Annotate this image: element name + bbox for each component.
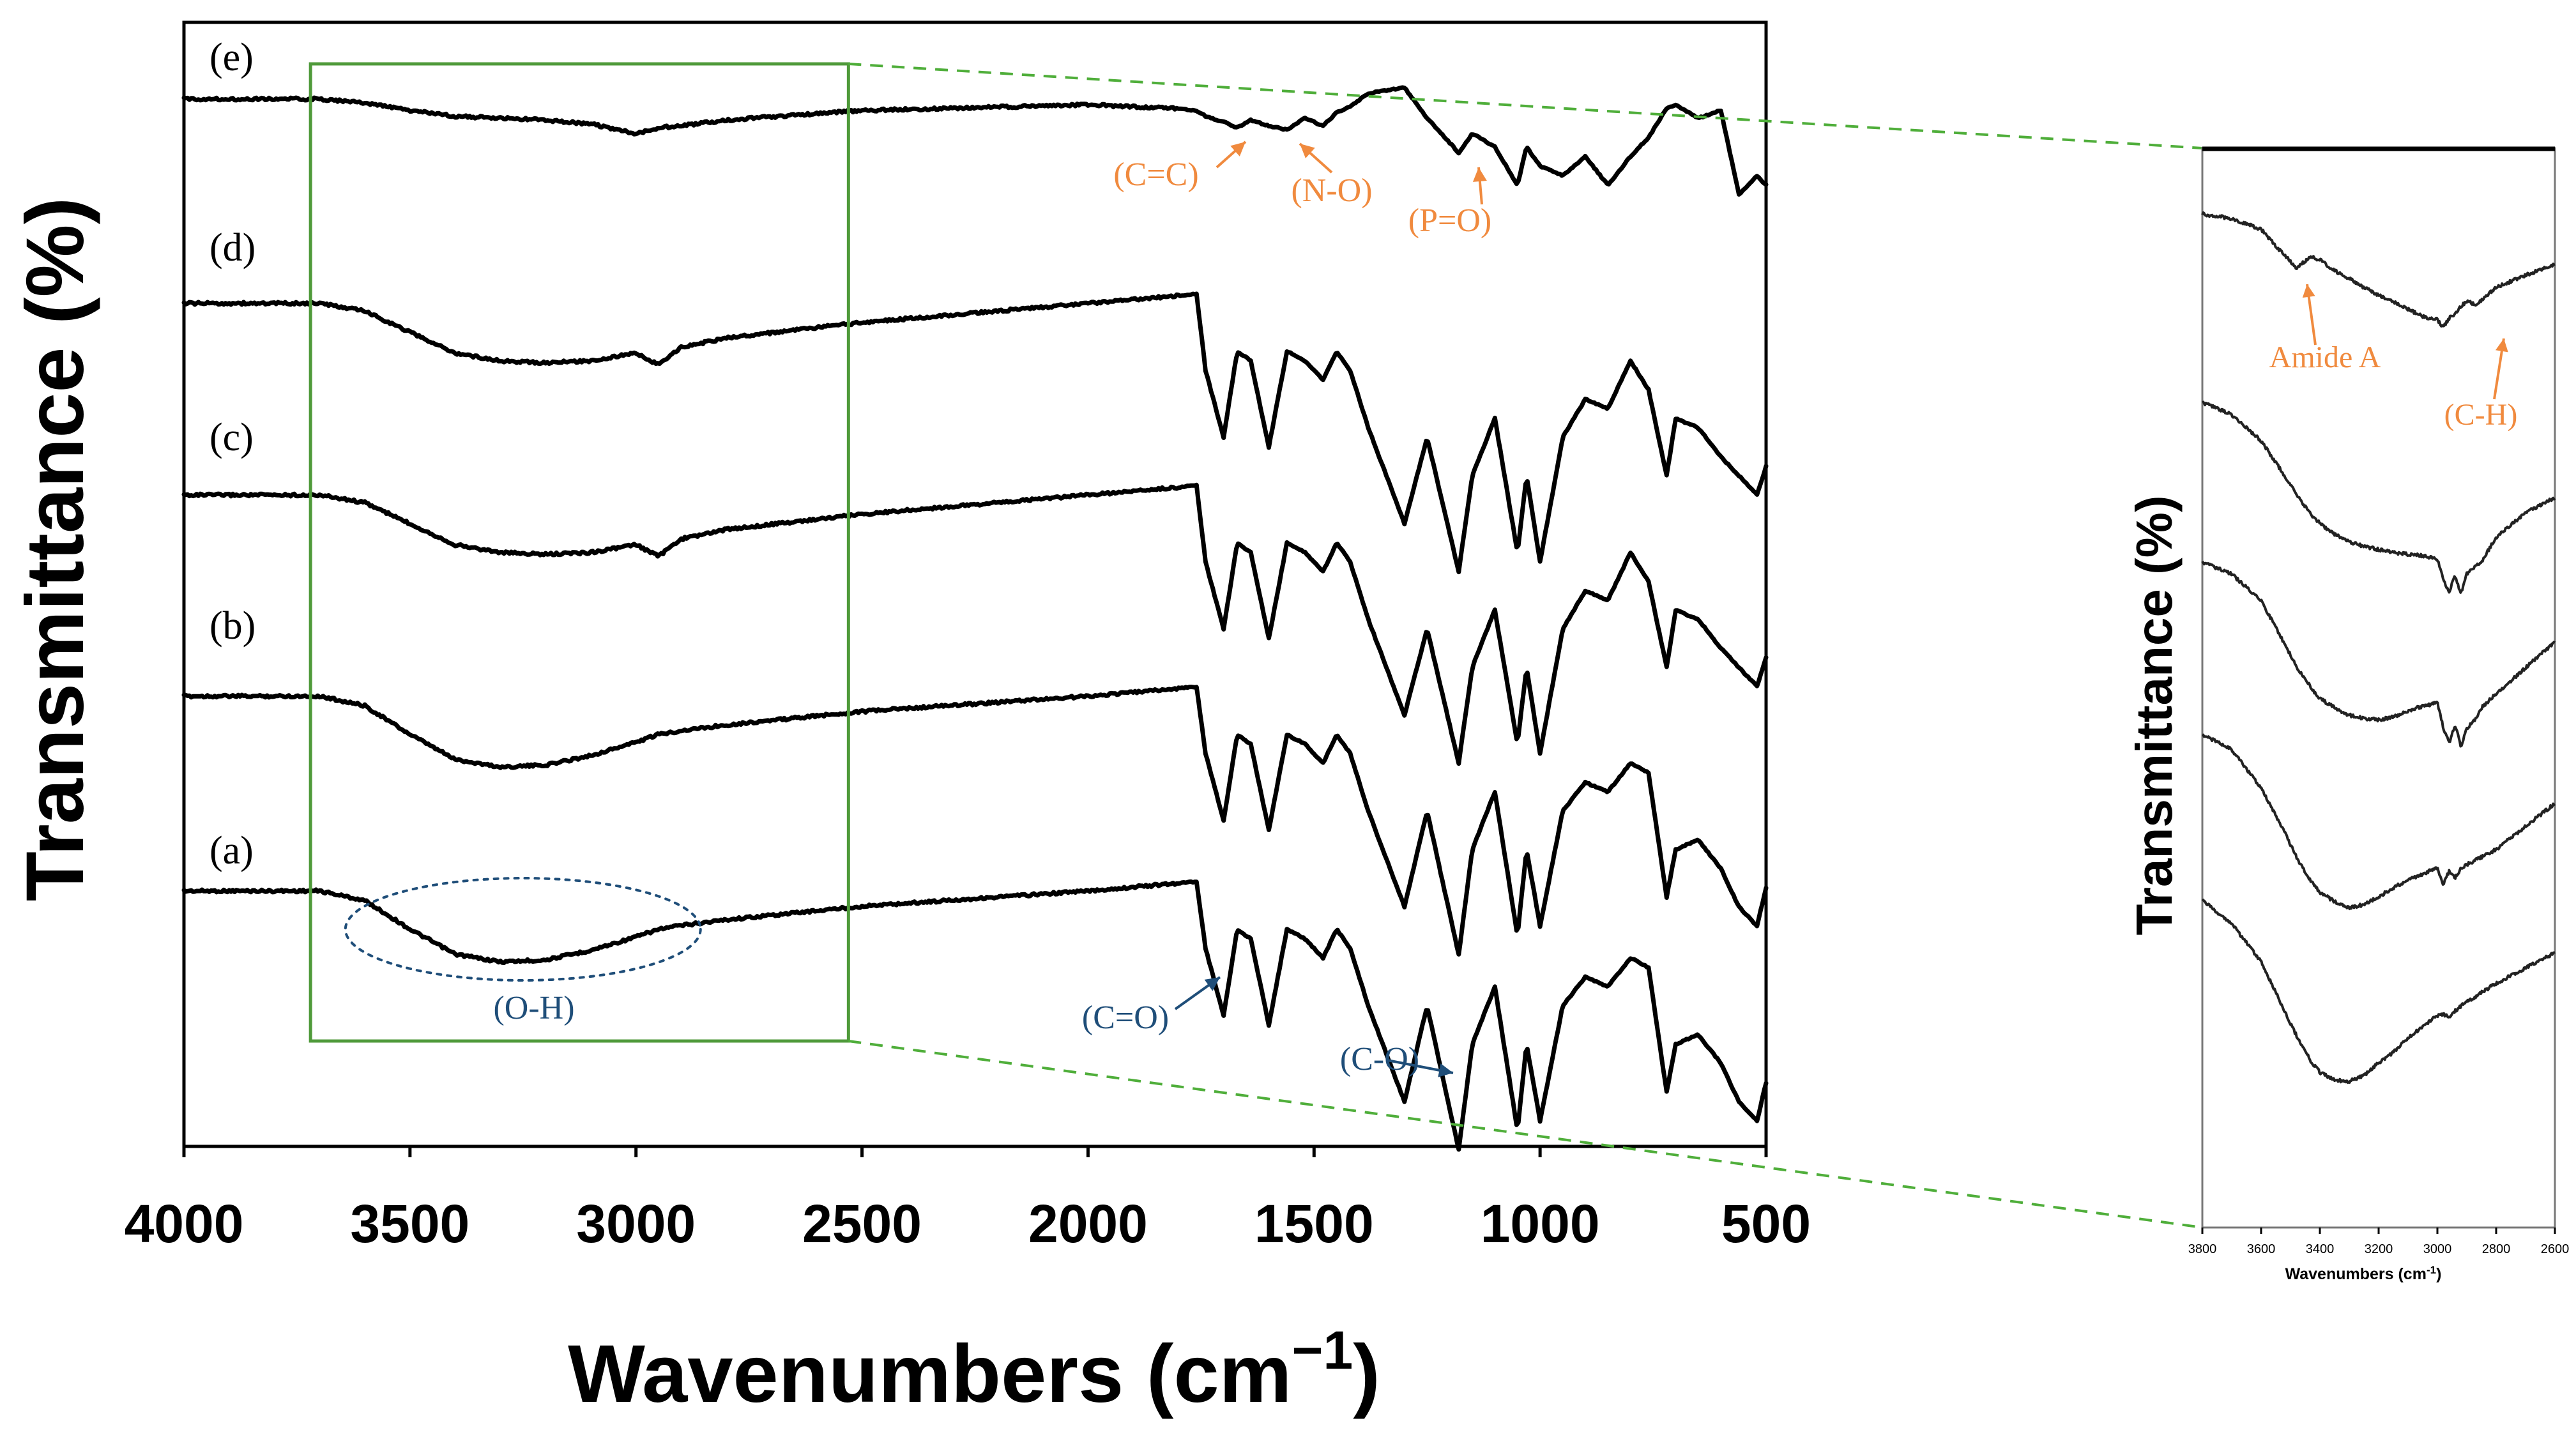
inset-x-tick-label: 3400	[2306, 1242, 2335, 1256]
inset-x-axis-label-close: )	[2436, 1265, 2441, 1283]
highlight-box	[309, 62, 850, 1043]
inset-x-tick-label: 3800	[2188, 1242, 2217, 1256]
inset-x-axis-label-text: Wavenumbers (cm	[2285, 1265, 2427, 1283]
inset-series-zoom-c	[2201, 560, 2556, 748]
inset-x-tick-label: 3200	[2365, 1242, 2393, 1256]
main-x-axis-label-text: Wavenumbers (cm	[568, 1328, 1292, 1420]
main-x-axis-label-close: )	[1353, 1328, 1380, 1420]
main-x-tick-label: 4000	[125, 1194, 244, 1254]
main-x-tick-label: 500	[1721, 1194, 1811, 1254]
inset-x-axis-label-exponent: -1	[2427, 1264, 2436, 1276]
inset-annotation-arrowhead	[2496, 338, 2508, 353]
main-series-a	[181, 879, 1769, 1152]
annotation-arrowhead	[1472, 167, 1487, 182]
inset-annotation-arrowhead	[2302, 284, 2315, 298]
main-series-e	[181, 85, 1769, 197]
oh-ellipse	[344, 877, 702, 982]
inset-annotations: Amide A (C-H)	[2269, 284, 2518, 432]
main-x-tick-label: 3500	[350, 1194, 469, 1254]
series-label-e: (e)	[210, 36, 254, 79]
inset-x-tick-label: 3600	[2247, 1242, 2276, 1256]
main-plot-frame	[182, 20, 1768, 1148]
annotation-label: (N-O)	[1291, 172, 1372, 209]
series-label-b: (b)	[210, 604, 255, 648]
main-y-axis-label: Transmittance (%)	[10, 197, 101, 902]
inset-annotation-label: (C-H)	[2444, 398, 2518, 432]
inset-x-ticks: 3800 3600 3400 3200 3000 2800 2600	[2188, 1228, 2570, 1256]
zoom-connector-bottom	[848, 1040, 2203, 1229]
main-x-tick-label: 3000	[576, 1194, 696, 1254]
series-label-d: (d)	[210, 226, 255, 270]
main-series-d	[181, 291, 1769, 575]
main-x-axis-label-exponent: −1	[1292, 1320, 1353, 1380]
main-x-ticks: 4000 3500 3000 2500 2000 1500 1000 500	[125, 1146, 1811, 1254]
inset-series	[2201, 211, 2556, 1084]
main-x-tick-label: 1500	[1254, 1194, 1374, 1254]
main-x-axis-label: Wavenumbers (cm−1)	[568, 1320, 1380, 1420]
inset-x-tick-label: 3000	[2423, 1242, 2452, 1256]
inset-chart: 3800 3600 3400 3200 3000 2800 2600 Amide A (C-H…	[2126, 146, 2570, 1283]
annotation-arrowhead	[1438, 1063, 1453, 1077]
series-label-c: (c)	[210, 416, 254, 459]
main-series-labels: (a) (b) (c) (d) (e)	[210, 36, 255, 872]
main-series	[181, 85, 1769, 1152]
main-x-tick-label: 2500	[802, 1194, 922, 1254]
inset-x-tick-label: 2600	[2541, 1242, 2570, 1256]
annotation-label: (C-O)	[1340, 1041, 1419, 1077]
inset-x-tick-label: 2800	[2482, 1242, 2511, 1256]
annotation-label: (C=C)	[1113, 156, 1198, 193]
inset-series-zoom-d	[2202, 400, 2556, 594]
main-series-b	[181, 685, 1769, 957]
main-x-tick-label: 1000	[1481, 1194, 1600, 1254]
main-series-c	[181, 482, 1769, 766]
inset-series-zoom-a	[2201, 899, 2556, 1084]
inset-annotation-label: Amide A	[2269, 340, 2381, 374]
inset-series-zoom-e	[2201, 211, 2556, 328]
annotation-label: (O-H)	[493, 990, 574, 1026]
main-x-tick-label: 2000	[1028, 1194, 1148, 1254]
zoom-connector-top	[848, 63, 2203, 149]
annotation-arrowhead	[1230, 142, 1246, 156]
annotation-arrowhead	[1300, 144, 1315, 158]
inset-y-axis-label: Transmittance (%)	[2126, 495, 2183, 935]
main-annotations: (O-H) (C=O) (C-O) (C=C) (N-O) (P=O)	[493, 141, 1491, 1077]
annotation-label: (P=O)	[1408, 202, 1491, 239]
annotation-arrowhead	[1204, 977, 1220, 991]
inset-x-axis-label: Wavenumbers (cm-1)	[2285, 1264, 2442, 1283]
series-label-a: (a)	[210, 829, 254, 872]
inset-series-zoom-b	[2202, 733, 2556, 911]
main-chart: 4000 3500 3000 2500 2000 1500 1000 500 (a) (b) (c…	[10, 20, 1811, 1420]
annotation-label: (C=O)	[1082, 1000, 1169, 1036]
